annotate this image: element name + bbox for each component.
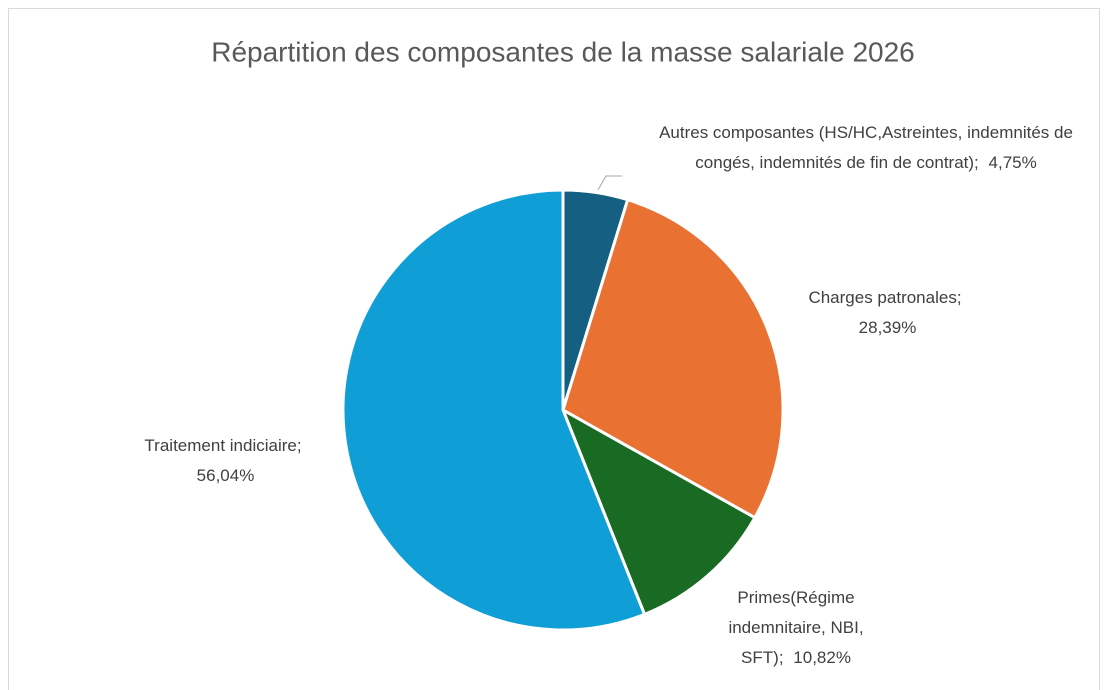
data-label: Primes(Régime indemnitaire, NBI, SFT); 1…: [706, 583, 886, 673]
category-label: Traitement indiciaire;: [144, 436, 302, 455]
pie-slice: [561, 198, 785, 520]
data-label: Traitement indiciaire; 56,04%: [113, 431, 333, 491]
chart-title: Répartition des composantes de la masse …: [211, 36, 915, 67]
data-label: Autres composantes (HS/HC,Astreintes, in…: [651, 118, 1081, 178]
value-label: 4,75%: [988, 153, 1037, 172]
value-label: 10,82%: [793, 648, 851, 667]
category-label: Autres composantes (HS/HC,Astreintes, in…: [659, 123, 1073, 172]
category-label: Primes(Régime indemnitaire, NBI, SFT);: [728, 588, 864, 667]
value-label: 28,39%: [858, 318, 917, 337]
category-label: Charges patronales;: [808, 288, 962, 307]
value-label: 56,04%: [196, 466, 255, 485]
leader-line: [597, 175, 622, 191]
pie-slice: [561, 408, 757, 616]
pie-slice: [341, 188, 647, 632]
data-label: Charges patronales; 28,39%: [785, 283, 985, 343]
